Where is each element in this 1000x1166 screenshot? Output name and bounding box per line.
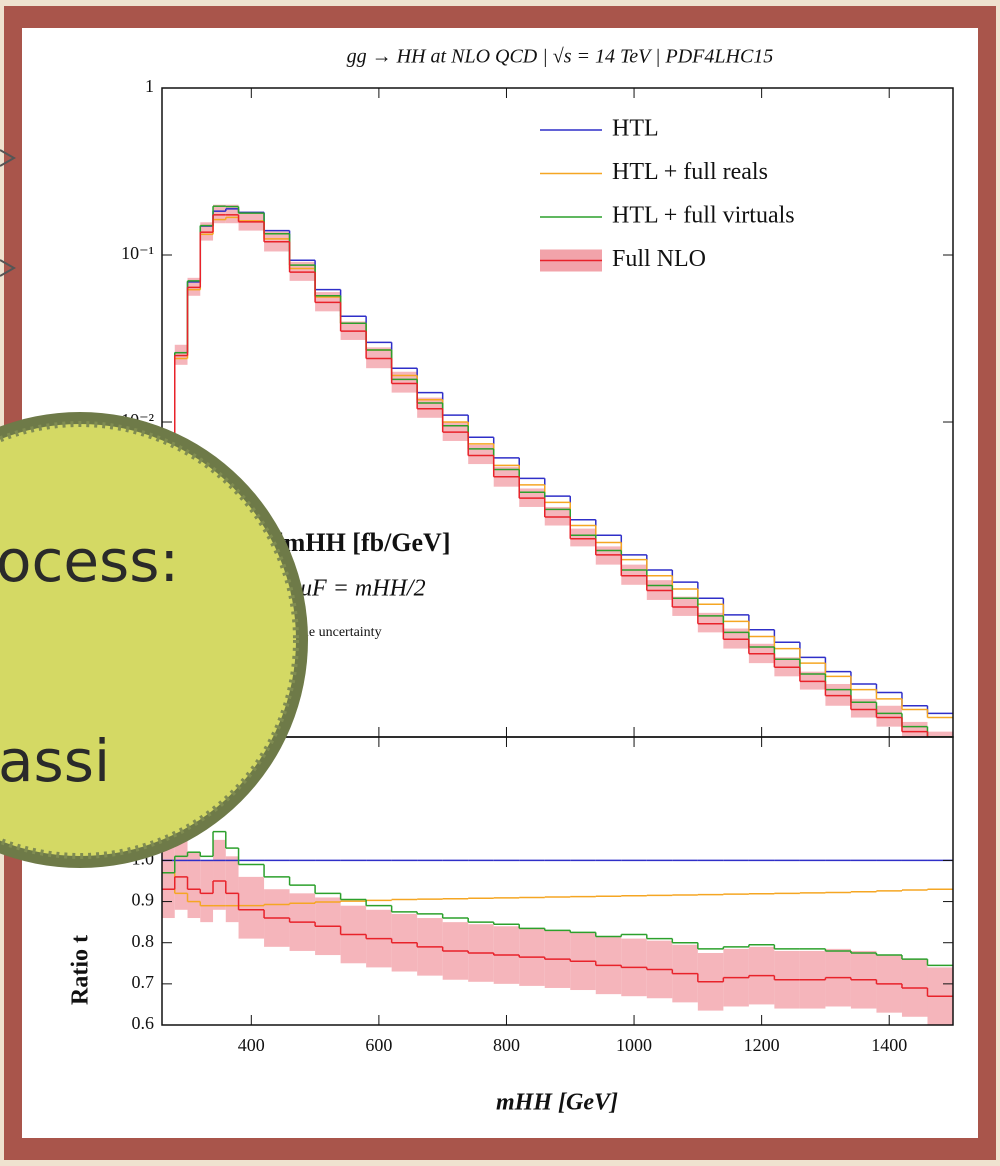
uncertainty-band bbox=[621, 564, 647, 585]
callout-blob: ocess: assi bbox=[0, 412, 308, 868]
x-tick-label: 400 bbox=[238, 1035, 265, 1055]
x-axis-label: mHH [GeV] bbox=[496, 1090, 618, 1116]
x-tick-label: 600 bbox=[365, 1035, 392, 1055]
x-tick-label: 800 bbox=[493, 1035, 520, 1055]
arrow-fragment bbox=[0, 149, 17, 277]
x-tick-label: 1000 bbox=[616, 1035, 652, 1055]
annotation: le uncertainty bbox=[305, 625, 382, 640]
legend-label: HTL bbox=[612, 116, 659, 142]
uncertainty-band bbox=[238, 876, 265, 939]
uncertainty-band bbox=[213, 204, 226, 224]
uncertainty-band bbox=[850, 698, 877, 718]
axes-frame bbox=[161, 736, 954, 1026]
y-tick-label: 0.8 bbox=[132, 931, 155, 951]
y-tick-label: 10⁻¹ bbox=[121, 243, 154, 263]
y-axis-label: Ratio t bbox=[68, 935, 94, 1005]
y-tick-label: 1 bbox=[145, 76, 154, 96]
blob-fill bbox=[0, 421, 299, 859]
uncertainty-band bbox=[225, 204, 239, 224]
y-tick-label: 0.6 bbox=[132, 1013, 155, 1033]
uncertainty-band bbox=[697, 612, 724, 633]
uncertainty-band bbox=[927, 731, 953, 737]
y-axis-label: /dmHH [fb/GeV] bbox=[261, 528, 451, 557]
y-tick-label: 0.9 bbox=[132, 890, 155, 910]
legend-label: HTL + full reals bbox=[612, 159, 768, 185]
uncertainty-band bbox=[187, 852, 201, 919]
legend-label: Full NLO bbox=[612, 246, 706, 272]
uncertainty-band bbox=[876, 705, 902, 727]
uncertainty-band bbox=[213, 839, 226, 910]
uncertainty-band bbox=[200, 860, 214, 923]
annotation: μF = mHH/2 bbox=[299, 576, 426, 602]
blob-text: assi bbox=[0, 727, 110, 795]
uncertainty-band bbox=[391, 371, 418, 393]
uncertainty-band bbox=[468, 444, 494, 465]
plot-area bbox=[162, 827, 953, 1025]
x-tick-label: 1400 bbox=[871, 1035, 907, 1055]
legend-label: HTL + full virtuals bbox=[612, 203, 795, 229]
x-tick-label: 1200 bbox=[744, 1035, 780, 1055]
chart-title: gg → HH at NLO QCD | √s = 14 TeV | PDF4L… bbox=[347, 46, 774, 68]
uncertainty-band bbox=[174, 835, 188, 910]
y-tick-label: 0.7 bbox=[132, 972, 155, 992]
uncertainty-band bbox=[417, 397, 443, 418]
uncertainty-band bbox=[225, 856, 239, 923]
uncertainty-band bbox=[570, 528, 596, 547]
blob-text: ocess: bbox=[0, 527, 179, 595]
uncertainty-band bbox=[901, 721, 928, 737]
